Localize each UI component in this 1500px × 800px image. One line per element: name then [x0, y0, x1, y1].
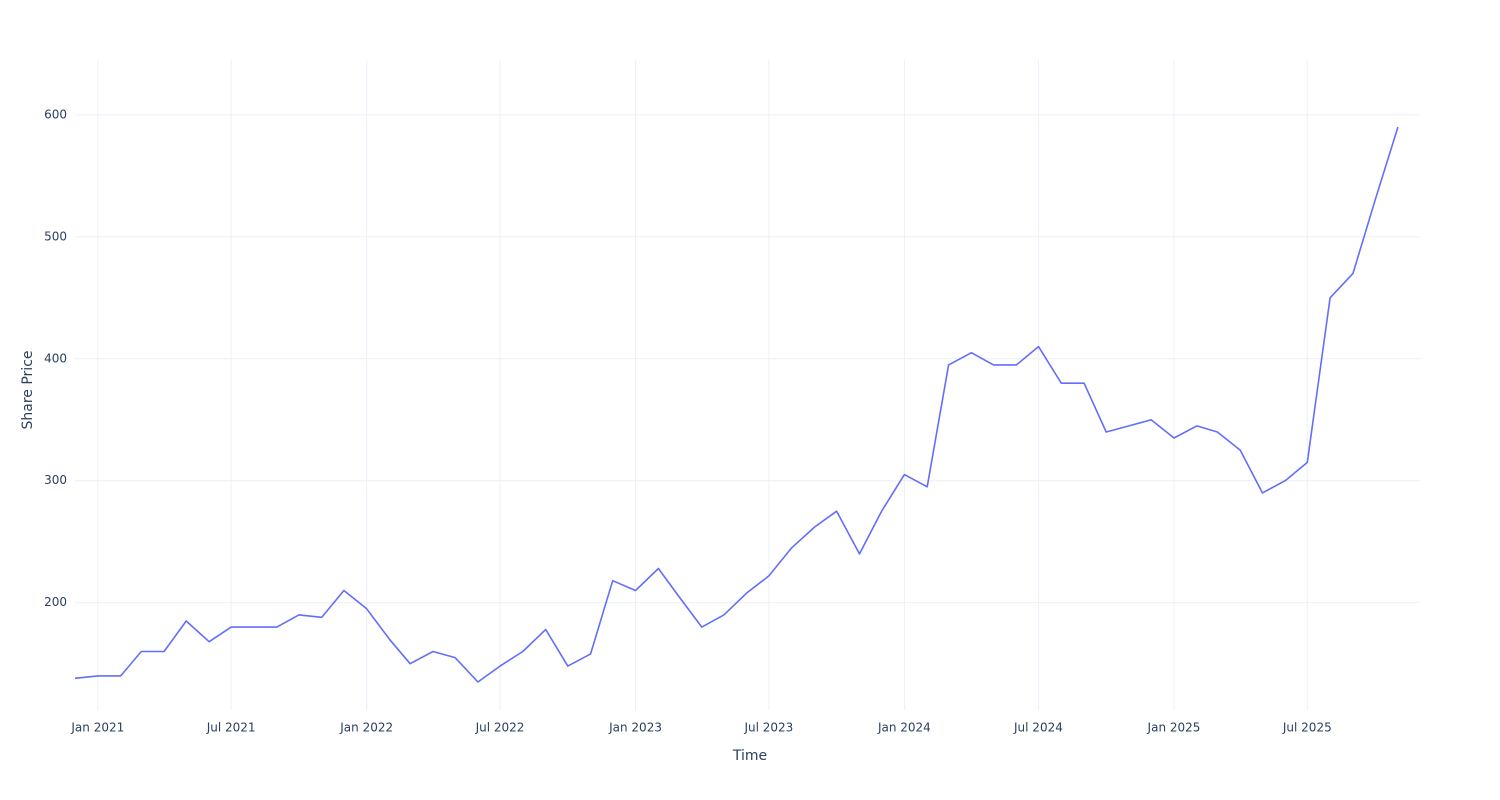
x-tick-label: Jan 2024	[877, 721, 931, 735]
y-tick-label: 200	[44, 595, 67, 609]
x-tick-label: Jan 2021	[70, 721, 124, 735]
x-tick-label: Jul 2023	[743, 721, 793, 735]
x-tick-label: Jul 2025	[1282, 721, 1332, 735]
line-series	[74, 126, 1399, 683]
x-tick-label: Jan 2023	[608, 721, 662, 735]
x-tick-label: Jan 2025	[1147, 721, 1201, 735]
y-tick-label: 600	[44, 107, 67, 121]
y-tick-label: 500	[44, 229, 67, 243]
y-tick-label: 400	[44, 351, 67, 365]
y-axis-title: Share Price	[20, 350, 36, 429]
x-axis-title: Time	[732, 748, 767, 764]
x-tick-label: Jul 2024	[1013, 721, 1063, 735]
y-tick-label: 300	[44, 473, 67, 487]
x-tick-label: Jul 2021	[206, 721, 256, 735]
x-tick-label: Jul 2022	[475, 721, 525, 735]
x-tick-label: Jan 2022	[339, 721, 393, 735]
